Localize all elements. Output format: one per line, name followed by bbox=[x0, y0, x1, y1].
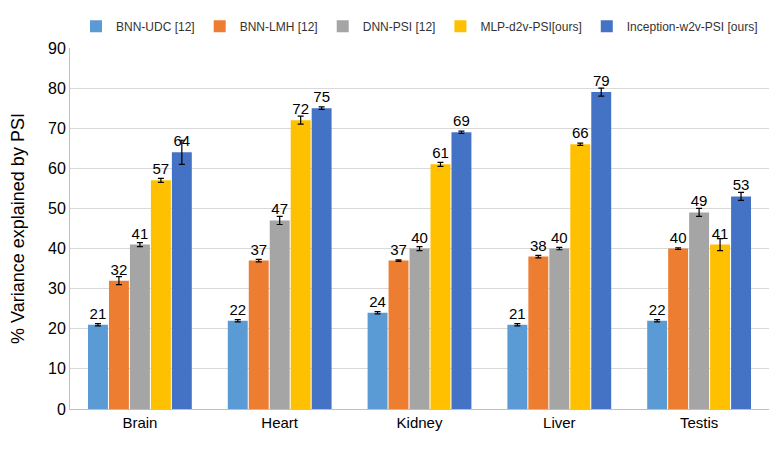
svg-text:37: 37 bbox=[390, 241, 407, 258]
svg-text:21: 21 bbox=[90, 305, 107, 322]
svg-text:41: 41 bbox=[132, 225, 149, 242]
svg-text:DNN-PSI [12]: DNN-PSI [12] bbox=[363, 20, 436, 34]
svg-text:37: 37 bbox=[250, 241, 267, 258]
svg-text:60: 60 bbox=[48, 160, 66, 177]
svg-text:61: 61 bbox=[432, 144, 449, 161]
svg-text:75: 75 bbox=[313, 88, 330, 105]
svg-text:30: 30 bbox=[48, 280, 66, 297]
svg-text:40: 40 bbox=[411, 229, 428, 246]
svg-text:66: 66 bbox=[572, 124, 589, 141]
svg-text:80: 80 bbox=[48, 80, 66, 97]
svg-text:53: 53 bbox=[733, 176, 750, 193]
svg-text:50: 50 bbox=[48, 200, 66, 217]
svg-text:0: 0 bbox=[57, 401, 66, 418]
svg-text:79: 79 bbox=[593, 72, 610, 89]
svg-text:BNN-UDC [12]: BNN-UDC [12] bbox=[116, 20, 195, 34]
svg-text:69: 69 bbox=[453, 112, 470, 129]
svg-text:MLP-d2v-PSI[ours]: MLP-d2v-PSI[ours] bbox=[480, 20, 581, 34]
svg-text:Liver: Liver bbox=[543, 414, 576, 431]
svg-text:22: 22 bbox=[229, 301, 246, 318]
svg-text:40: 40 bbox=[670, 229, 687, 246]
svg-text:% Variance explained by PSI: % Variance explained by PSI bbox=[8, 113, 28, 344]
svg-text:72: 72 bbox=[292, 100, 309, 117]
svg-text:Kidney: Kidney bbox=[397, 414, 443, 431]
svg-text:40: 40 bbox=[48, 240, 66, 257]
svg-text:49: 49 bbox=[691, 192, 708, 209]
svg-text:90: 90 bbox=[48, 40, 66, 57]
svg-text:40: 40 bbox=[551, 229, 568, 246]
svg-text:Heart: Heart bbox=[261, 414, 299, 431]
svg-text:10: 10 bbox=[48, 360, 66, 377]
svg-text:32: 32 bbox=[111, 261, 128, 278]
svg-text:70: 70 bbox=[48, 120, 66, 137]
svg-text:Brain: Brain bbox=[122, 414, 157, 431]
svg-text:20: 20 bbox=[48, 320, 66, 337]
svg-text:38: 38 bbox=[530, 237, 547, 254]
svg-text:BNN-LMH [12]: BNN-LMH [12] bbox=[240, 20, 318, 34]
svg-text:22: 22 bbox=[649, 301, 666, 318]
svg-text:47: 47 bbox=[271, 200, 288, 217]
svg-text:64: 64 bbox=[173, 132, 190, 149]
svg-text:57: 57 bbox=[153, 160, 170, 177]
svg-text:21: 21 bbox=[509, 305, 526, 322]
svg-text:Testis: Testis bbox=[680, 414, 718, 431]
svg-text:Inception-w2v-PSI [ours]: Inception-w2v-PSI [ours] bbox=[627, 20, 758, 34]
svg-text:24: 24 bbox=[369, 293, 386, 310]
svg-text:41: 41 bbox=[712, 225, 729, 242]
